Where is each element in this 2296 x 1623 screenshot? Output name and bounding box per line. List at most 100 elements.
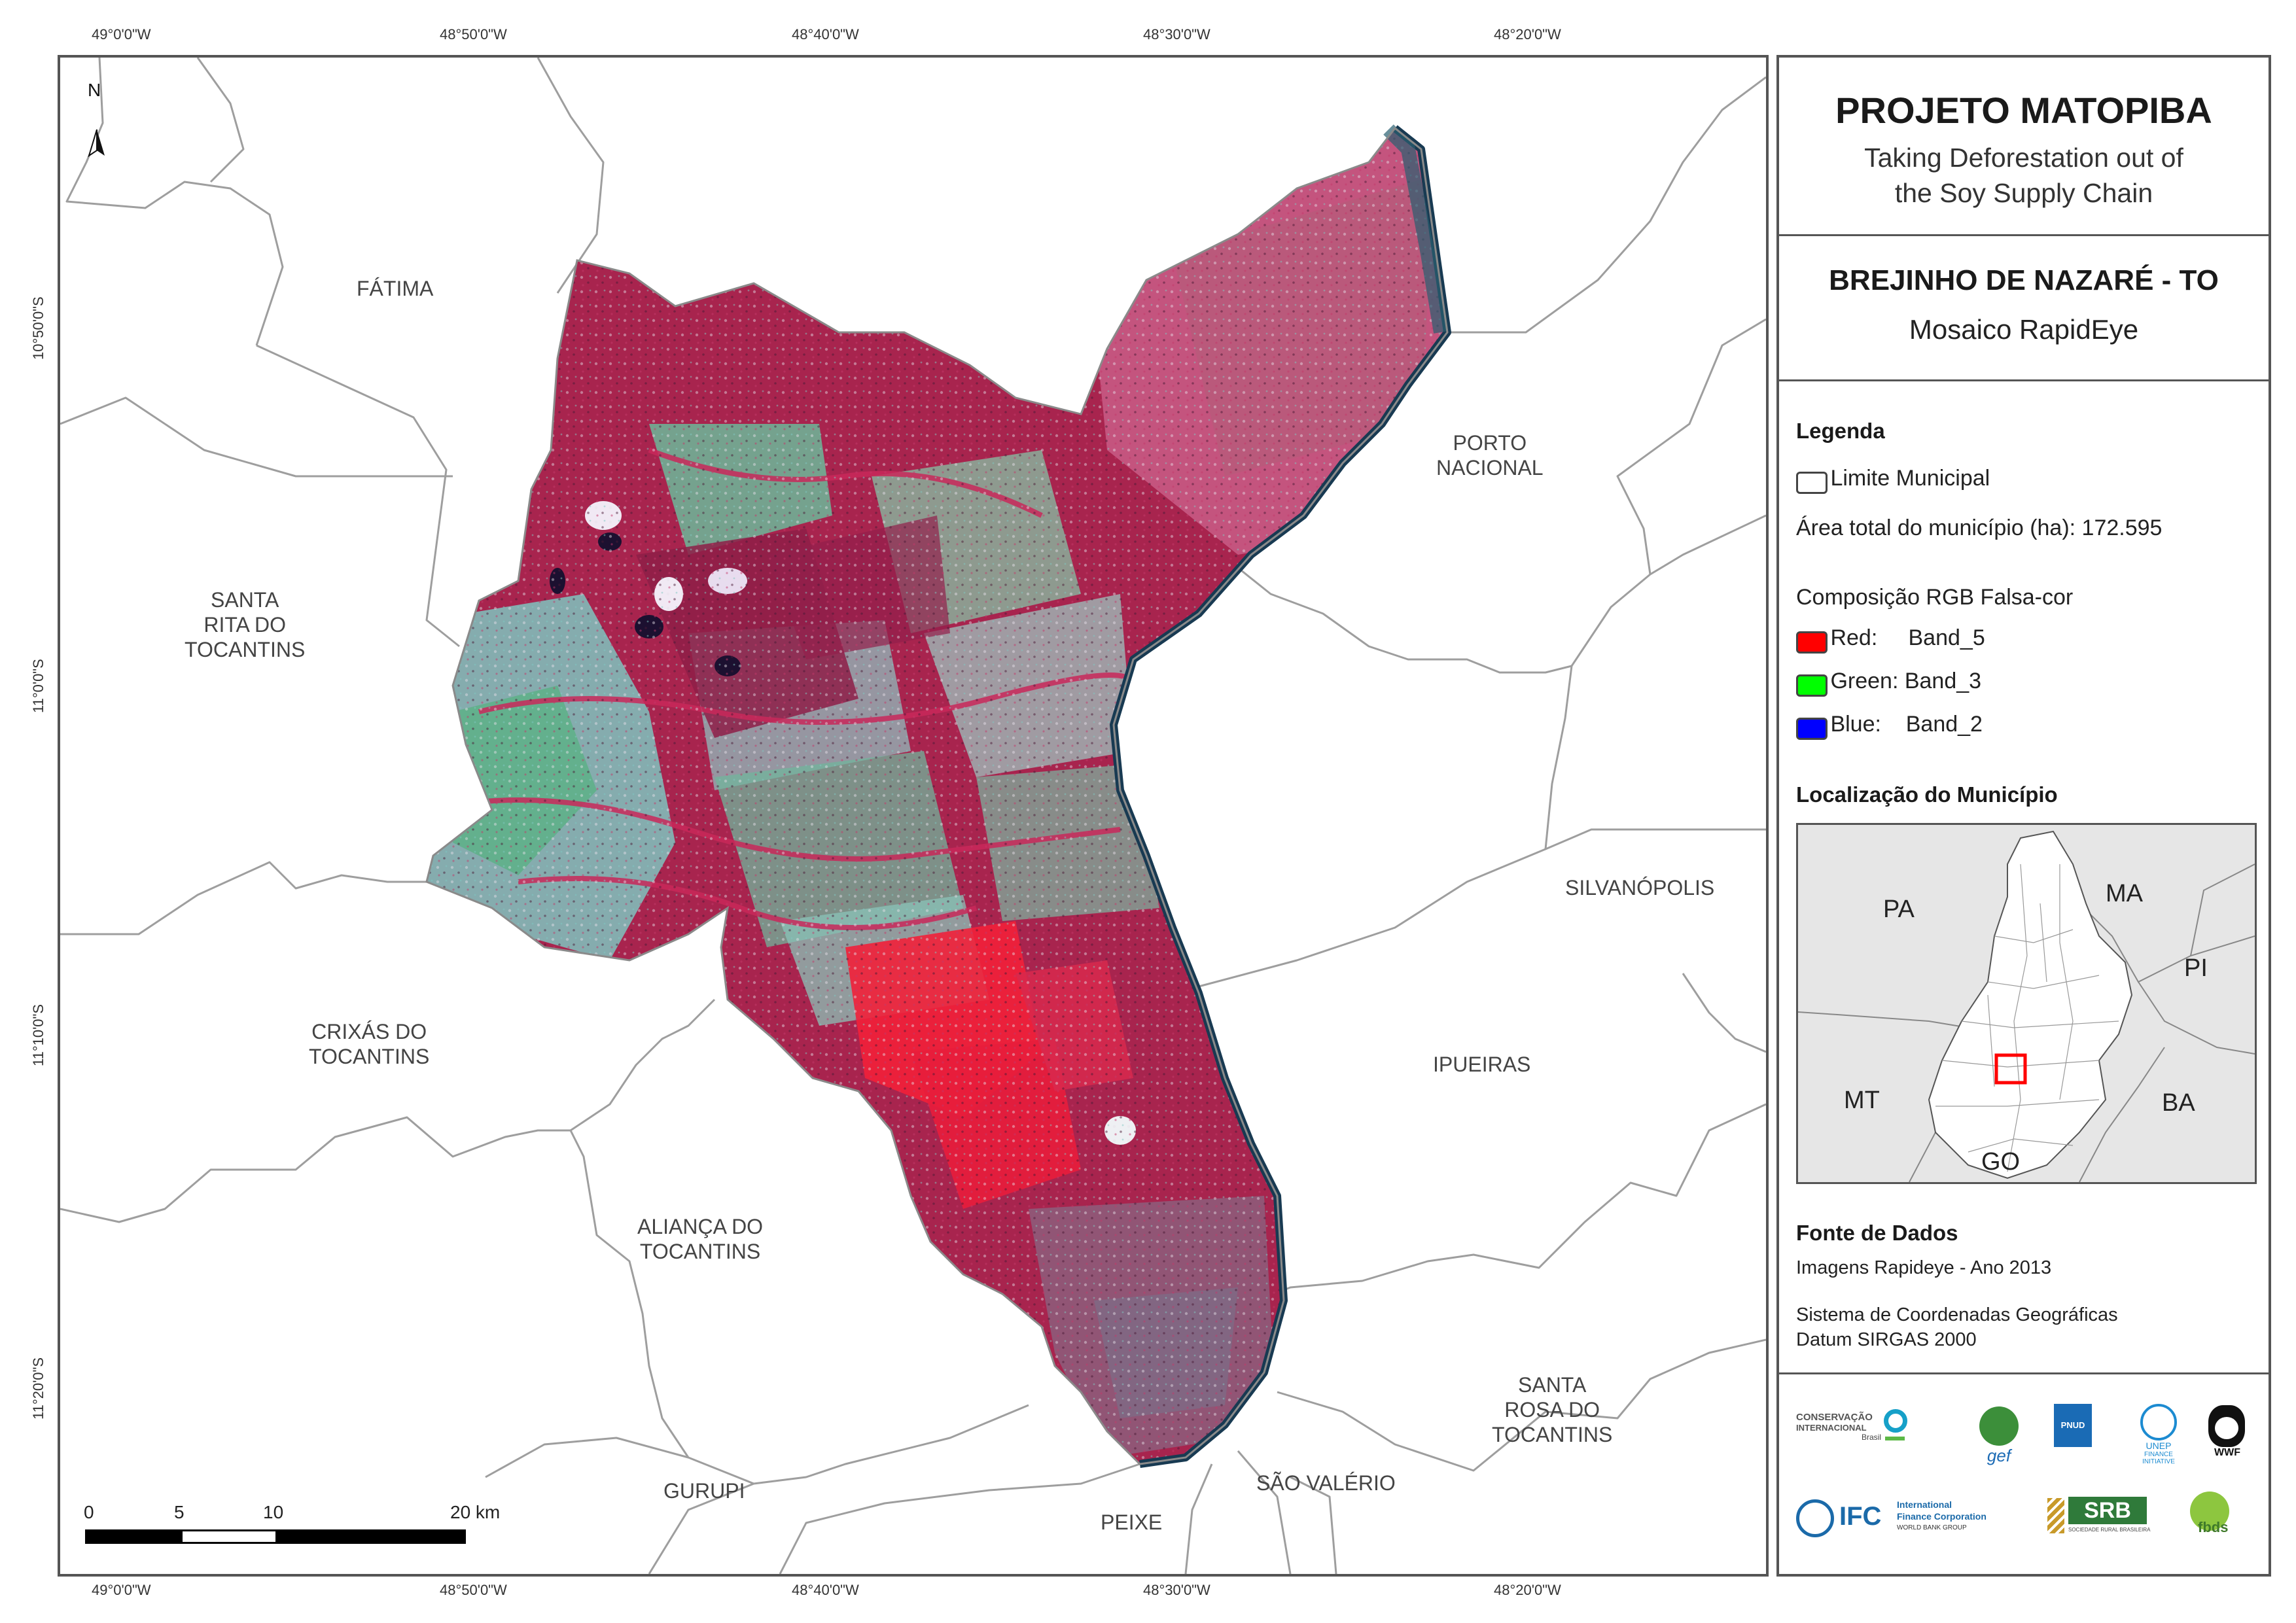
- label-santa-rosa-line1: SANTA: [1518, 1373, 1587, 1397]
- label-alianca-line2: TOCANTINS: [639, 1240, 761, 1263]
- logo-gef: gef: [1973, 1406, 2025, 1465]
- scale-tick-10: 10: [263, 1502, 284, 1522]
- boundary-line: [60, 396, 453, 478]
- band-blue-swatch: [1796, 717, 1828, 740]
- logo-pnud-text: PNUD: [2054, 1404, 2092, 1447]
- label-porto-nacional-line2: NACIONAL: [1436, 456, 1544, 480]
- logo-ifc-line3: WORLD BANK GROUP: [1897, 1524, 1967, 1531]
- label-santa-rosa-line3: TOCANTINS: [1492, 1423, 1613, 1446]
- legend-limite: Limite Municipal: [1796, 466, 1990, 494]
- logo-ifc: IFC International Finance Corporation WO…: [1796, 1497, 2032, 1543]
- boundary-line: [1682, 973, 1766, 1053]
- logo-unep-line1: UNEP: [2146, 1440, 2172, 1451]
- logo-ci-line3: Brasil: [1862, 1433, 1882, 1442]
- label-santa-rosa: SANTA ROSA DO TOCANTINS: [1492, 1372, 1612, 1447]
- label-sao-valerio: SÃO VALÉRIO: [1256, 1471, 1396, 1495]
- logo-fbds: fbds: [2185, 1492, 2244, 1544]
- boundary-line: [1544, 514, 1766, 850]
- state-pi: PI: [2184, 954, 2208, 982]
- band-green-label: Green: Band_3: [1830, 669, 1982, 693]
- label-crixas-line1: CRIXÁS DO: [311, 1020, 427, 1043]
- coord-bottom-4: 48°30'0"W: [1143, 1582, 1210, 1598]
- panel-subtitle-line2: the Soy Supply Chain: [1894, 178, 2153, 208]
- location-title: Localização do Município: [1796, 782, 2058, 807]
- scale-tick-20: 20 km: [450, 1502, 501, 1522]
- tocantins-state: [1928, 830, 2133, 1179]
- boundary-line: [1277, 1338, 1766, 1472]
- panel-subtitle-line1: Taking Deforestation out of: [1864, 143, 2183, 173]
- scale-bar-graphic: [85, 1529, 466, 1544]
- boundary-line: [485, 1437, 689, 1478]
- label-santa-rita-line1: SANTA: [211, 588, 279, 612]
- label-santa-rita-line2: RITA DO: [203, 613, 286, 637]
- boundary-line: [1198, 828, 1766, 988]
- label-alianca-line1: ALIANÇA DO: [637, 1215, 764, 1238]
- boundary-line: [1237, 567, 1572, 674]
- boundary-line: [256, 344, 460, 648]
- label-porto-nacional-line1: PORTO: [1453, 431, 1527, 455]
- label-silvanopolis: SILVANÓPOLIS: [1565, 876, 1715, 899]
- boundary-line: [648, 1404, 1029, 1574]
- coord-top-1: 49°0'0"W: [92, 26, 151, 43]
- limite-label: Limite Municipal: [1830, 466, 1990, 491]
- scale-tick-5: 5: [174, 1502, 185, 1522]
- logo-srb-text: SRB: [2068, 1497, 2147, 1524]
- logo-pnud: PNUD: [2054, 1404, 2096, 1467]
- boundary-line: [1237, 1450, 1292, 1574]
- coord-top-5: 48°20'0"W: [1494, 26, 1561, 43]
- band-blue: Blue: Band_2: [1796, 712, 1983, 740]
- locator-map[interactable]: PA MA PI MT BA GO: [1796, 823, 2257, 1184]
- limite-swatch: [1796, 471, 1828, 494]
- boundary-line: [1447, 76, 1766, 334]
- boundary-line: [1290, 1476, 1337, 1574]
- band-red-swatch: [1796, 631, 1828, 654]
- logo-ifc-line2: Finance Corporation: [1897, 1511, 1987, 1522]
- coord-left-3: 11°10'0"S: [30, 1003, 46, 1066]
- scale-tick-0: 0: [84, 1502, 94, 1522]
- label-ipueiras: IPUEIRAS: [1433, 1053, 1531, 1076]
- gef-globe-icon: [1979, 1406, 2019, 1446]
- label-fatima: FÁTIMA: [357, 277, 434, 300]
- source-crs: Sistema de Coordenadas Geográficas: [1796, 1304, 2118, 1325]
- label-crixas-line2: TOCANTINS: [309, 1045, 430, 1068]
- locator-map-canvas: [1798, 830, 2255, 1182]
- label-santa-rita: SANTA RITA DO TOCANTINS: [185, 587, 305, 662]
- municipality-highlight: [1994, 1053, 2027, 1085]
- map-canvas[interactable]: [60, 58, 1766, 1574]
- boundary-line: [65, 58, 284, 346]
- coord-top-3: 48°40'0"W: [792, 26, 859, 43]
- boundary-line: [779, 1463, 1140, 1574]
- map-frame[interactable]: N FÁTIMA PORTO NACIONAL SANTA RITA DO TO…: [58, 55, 1769, 1577]
- logo-ifc-line1: International: [1897, 1499, 1952, 1510]
- logo-srb: SRB SOCIEDADE RURAL BRASILEIRA: [2047, 1494, 2152, 1544]
- scale-bar: 0 5 10 20 km: [84, 1502, 500, 1548]
- label-peixe: PEIXE: [1101, 1510, 1163, 1534]
- municipality-outline: [425, 126, 1449, 1465]
- boundary-line: [60, 998, 716, 1223]
- logo-wwf-text: WWF: [2214, 1447, 2240, 1458]
- north-arrow-label: N: [88, 80, 101, 100]
- rgb-title: Composição RGB Falsa-cor: [1796, 585, 2074, 610]
- ci-ring-icon: [1884, 1409, 1907, 1433]
- coord-bottom-2: 48°50'0"W: [440, 1582, 507, 1598]
- coord-top-4: 48°30'0"W: [1143, 26, 1210, 43]
- coord-left-2: 11°0'0"S: [30, 659, 46, 713]
- state-mt: MT: [1844, 1087, 1880, 1114]
- label-crixas: CRIXÁS DO TOCANTINS: [309, 1019, 429, 1069]
- band-red: Red: Band_5: [1796, 625, 1985, 654]
- panel-title: PROJETO MATOPIBA: [1835, 90, 2212, 131]
- boundary-line: [569, 1130, 754, 1485]
- source-imagery: Imagens Rapideye - Ano 2013: [1796, 1257, 2052, 1278]
- boundary-line: [537, 58, 605, 294]
- logo-ifc-text: IFC: [1839, 1502, 1882, 1531]
- logo-unep-line3: INITIATIVE: [2142, 1458, 2175, 1465]
- panda-icon: [2208, 1405, 2245, 1447]
- coord-left-4: 11°20'0"S: [30, 1357, 46, 1420]
- label-santa-rosa-line2: ROSA DO: [1504, 1398, 1600, 1422]
- boundary-line: [1184, 1463, 1213, 1574]
- coord-bottom-3: 48°40'0"W: [792, 1582, 859, 1598]
- state-go: GO: [1981, 1148, 2021, 1176]
- band-red-label: Red: Band_5: [1830, 625, 1985, 650]
- logo-fbds-text: fbds: [2198, 1519, 2229, 1535]
- sources-title: Fonte de Dados: [1796, 1221, 1958, 1245]
